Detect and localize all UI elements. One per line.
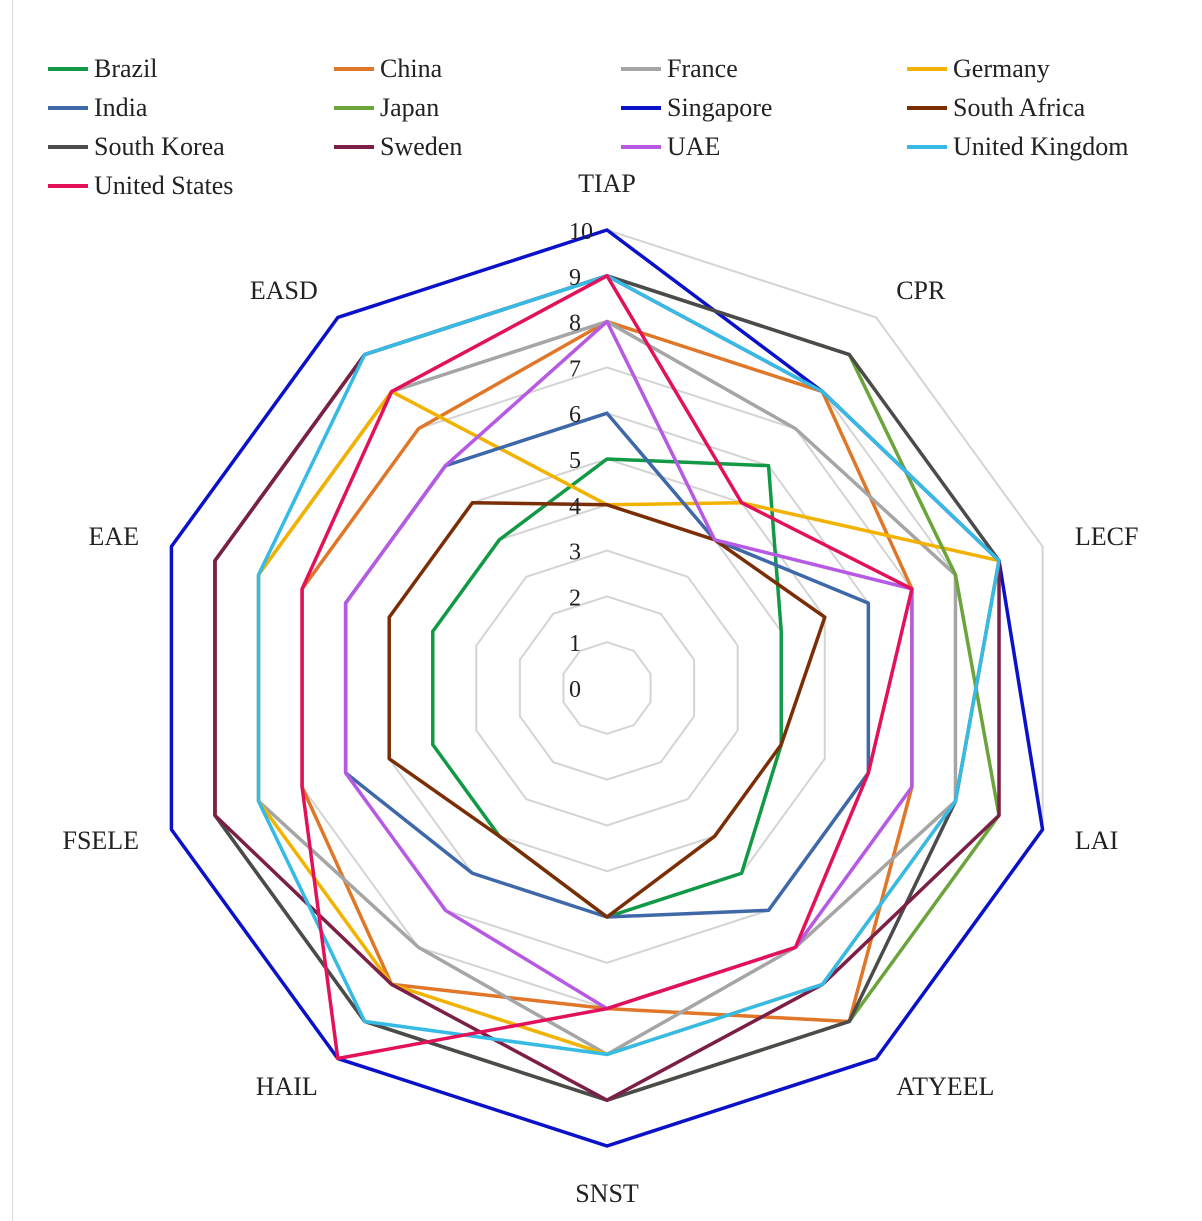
tick-label: 0	[569, 677, 581, 703]
legend-swatch	[907, 145, 947, 149]
radar-series	[169, 228, 1045, 1148]
legend-swatch	[621, 67, 661, 71]
legend-label: Germany	[953, 54, 1050, 83]
legend-label: Singapore	[667, 93, 773, 122]
legend-item: South Africa	[907, 89, 1085, 127]
legend-item: UAE	[621, 128, 720, 166]
tick-label: 4	[569, 494, 581, 520]
plot-frame-edge	[12, 0, 13, 1221]
legend-label: France	[667, 54, 738, 83]
legend-item: United States	[48, 167, 233, 205]
legend-item: Sweden	[334, 128, 462, 166]
tick-label: 7	[569, 356, 581, 382]
legend-label: Brazil	[94, 54, 158, 83]
axis-label-easd: EASD	[250, 276, 318, 305]
tick-label: 10	[569, 219, 593, 245]
tick-label: 2	[569, 585, 581, 611]
axis-label-hail: HAIL	[256, 1072, 318, 1101]
legend-swatch	[48, 184, 88, 188]
legend-swatch	[48, 145, 88, 149]
legend-item: Singapore	[621, 89, 772, 127]
legend-label: South Africa	[953, 93, 1086, 122]
legend-item: Brazil	[48, 50, 158, 88]
tick-label: 1	[569, 631, 581, 657]
legend-label: United States	[94, 171, 234, 200]
legend-swatch	[48, 106, 88, 110]
grid-ring-3	[475, 549, 739, 827]
legend-label: United Kingdom	[953, 132, 1129, 161]
axis-label-eae: EAE	[89, 522, 140, 551]
axis-label-fsele: FSELE	[63, 826, 140, 855]
series-united-kingdom	[256, 274, 1001, 1057]
axis-label-tiap: TIAP	[578, 169, 636, 198]
legend-label: China	[380, 54, 443, 83]
legend-item: Germany	[907, 50, 1050, 88]
legend-swatch	[334, 67, 374, 71]
legend-item: India	[48, 89, 147, 127]
legend-swatch	[621, 106, 661, 110]
axis-label-snst: SNST	[575, 1179, 639, 1208]
axis-label-cpr: CPR	[896, 276, 946, 305]
tick-label: 8	[569, 311, 581, 337]
legend-item: China	[334, 50, 442, 88]
legend-item: United Kingdom	[907, 128, 1129, 166]
axis-label-lai: LAI	[1075, 826, 1118, 855]
tick-label: 5	[569, 448, 581, 474]
series-brazil	[431, 457, 783, 919]
legend-label: Sweden	[380, 132, 463, 161]
grid-ring-2	[518, 595, 696, 781]
grid-ring-1	[562, 641, 652, 735]
series-india	[343, 411, 871, 919]
tick-label: 6	[569, 402, 581, 428]
legend-label: Japan	[380, 93, 440, 122]
legend-item: South Korea	[48, 128, 225, 166]
tick-label: 9	[569, 265, 581, 291]
radar-tick-labels: 0 1 2 3 4 5 6 7 8 9 10	[569, 219, 593, 703]
legend-item: Japan	[334, 89, 439, 127]
legend-swatch	[48, 67, 88, 71]
axis-label-lecf: LECF	[1075, 522, 1139, 551]
legend-label: UAE	[667, 132, 721, 161]
series-united-states	[300, 274, 914, 1061]
legend-swatch	[907, 106, 947, 110]
legend-label: India	[94, 93, 148, 122]
tick-label: 3	[569, 540, 581, 566]
legend-swatch	[907, 67, 947, 71]
legend-swatch	[334, 106, 374, 110]
legend-label: South Korea	[94, 132, 225, 161]
radar-axis-labels: TIAP CPR LECF LAI ATYEEL SNST HAIL FSELE EAE EASD	[63, 169, 1139, 1208]
legend-swatch	[334, 145, 374, 149]
legend-item: France	[621, 50, 738, 88]
axis-label-atyeel: ATYEEL	[896, 1072, 994, 1101]
legend-swatch	[621, 145, 661, 149]
series-south-africa	[387, 500, 827, 919]
